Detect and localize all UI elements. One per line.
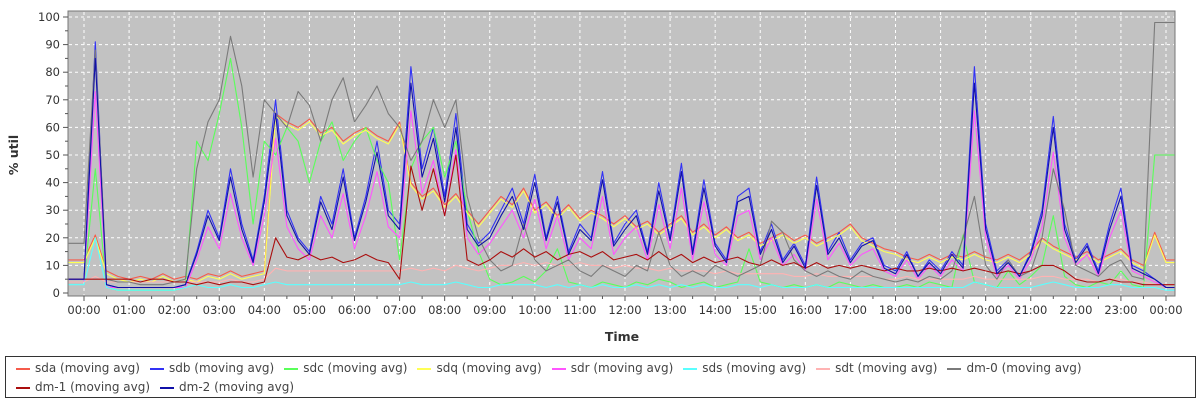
series-sdb xyxy=(68,41,1175,289)
x-tick-label: 20:00 xyxy=(969,303,1002,317)
x-tick-label: 05:00 xyxy=(293,303,326,317)
x-axis-title: Time xyxy=(605,329,639,344)
x-tick-label: 23:00 xyxy=(1104,303,1137,317)
legend-swatch-icon xyxy=(551,367,566,370)
y-tick-label: 10 xyxy=(45,258,60,272)
series-dm-1 xyxy=(68,154,1175,286)
x-tick-label: 06:00 xyxy=(338,303,371,317)
legend-label: dm-0 (moving avg) xyxy=(966,361,1082,375)
axes: 0 10 20 30 40 50 60 70 80 90 100 00:00 01:00 02:00 03:… xyxy=(38,10,1183,317)
series-dm-0 xyxy=(68,21,1175,286)
x-tick-label: 13:00 xyxy=(654,303,687,317)
x-tick-label: 22:00 xyxy=(1059,303,1092,317)
legend-label: dm-2 (moving avg) xyxy=(179,380,295,394)
x-tick-label: 21:00 xyxy=(1014,303,1047,317)
legend-label: sdc (moving avg) xyxy=(303,361,408,375)
x-tick-label: 16:00 xyxy=(789,303,822,317)
x-tick-label: 04:00 xyxy=(248,303,281,317)
x-tick-label: 03:00 xyxy=(203,303,236,317)
y-tick-label: 80 xyxy=(45,65,60,79)
legend-swatch-icon xyxy=(683,367,698,370)
series-sdt xyxy=(68,262,1175,286)
x-tick-label: 19:00 xyxy=(924,303,957,317)
x-tick-label: 00:00 xyxy=(67,303,100,317)
x-tick-label: 10:00 xyxy=(518,303,551,317)
x-tick-label: 11:00 xyxy=(563,303,596,317)
legend-swatch-icon xyxy=(947,367,962,370)
x-tick-label: 01:00 xyxy=(113,303,146,317)
chart-canvas: 0 10 20 30 40 50 60 70 80 90 100 00:00 01:00 02:00 03:… xyxy=(6,10,1183,344)
legend-item-sda: sda (moving avg) xyxy=(16,359,140,378)
legend-swatch-icon xyxy=(160,386,175,389)
legend-swatch-icon xyxy=(417,367,432,370)
x-tick-label: 12:00 xyxy=(608,303,641,317)
x-tick-label: 09:00 xyxy=(473,303,506,317)
series-sds xyxy=(68,237,1175,291)
legend-label: sds (moving avg) xyxy=(702,361,807,375)
y-tick-label: 0 xyxy=(53,286,60,300)
legend-label: sdr (moving avg) xyxy=(570,361,674,375)
y-tick-label: 40 xyxy=(45,176,60,190)
legend-label: sdt (moving avg) xyxy=(835,361,938,375)
legend: sda (moving avg) sdb (moving avg) sdc (mov… xyxy=(5,356,1196,398)
y-tick-label: 20 xyxy=(45,231,60,245)
x-tick-label: 08:00 xyxy=(428,303,461,317)
x-tick-label: 02:00 xyxy=(158,303,191,317)
legend-label: sdb (moving avg) xyxy=(168,361,275,375)
legend-item-sdq: sdq (moving avg) xyxy=(417,359,542,378)
series-sdr xyxy=(68,90,1175,289)
x-tick-label: 14:00 xyxy=(699,303,732,317)
x-tick-label: 17:00 xyxy=(834,303,867,317)
legend-label: sda (moving avg) xyxy=(35,361,140,375)
legend-item-sdt: sdt (moving avg) xyxy=(816,359,937,378)
x-tick-label: 00:00 xyxy=(1149,303,1182,317)
y-tick-label: 30 xyxy=(45,203,60,217)
y-tick-label: 50 xyxy=(45,148,60,162)
y-axis-title: % util xyxy=(6,135,21,175)
y-tick-label: 60 xyxy=(45,120,60,134)
legend-item-dm-2: dm-2 (moving avg) xyxy=(160,378,294,397)
legend-label: sdq (moving avg) xyxy=(436,361,542,375)
x-tick-label: 18:00 xyxy=(879,303,912,317)
gridlines xyxy=(69,12,1174,295)
y-tick-label: 100 xyxy=(38,10,60,24)
legend-item-dm-0: dm-0 (moving avg) xyxy=(947,359,1082,378)
legend-item-sds: sds (moving avg) xyxy=(683,359,806,378)
legend-swatch-icon xyxy=(816,367,831,370)
legend-item-sdr: sdr (moving avg) xyxy=(551,359,674,378)
legend-swatch-icon xyxy=(149,367,164,370)
legend-swatch-icon xyxy=(284,367,299,370)
y-tick-label: 90 xyxy=(45,38,60,52)
y-tick-label: 70 xyxy=(45,93,60,107)
legend-swatch-icon xyxy=(16,367,30,370)
legend-label: dm-1 (moving avg) xyxy=(35,380,151,394)
legend-item-sdc: sdc (moving avg) xyxy=(284,359,407,378)
legend-item-dm-1: dm-1 (moving avg) xyxy=(16,378,150,397)
x-tick-label: 15:00 xyxy=(744,303,777,317)
series-dm-2 xyxy=(68,57,1175,289)
legend-item-sdb: sdb (moving avg) xyxy=(149,359,275,378)
legend-swatch-icon xyxy=(16,386,30,389)
x-tick-label: 07:00 xyxy=(383,303,416,317)
